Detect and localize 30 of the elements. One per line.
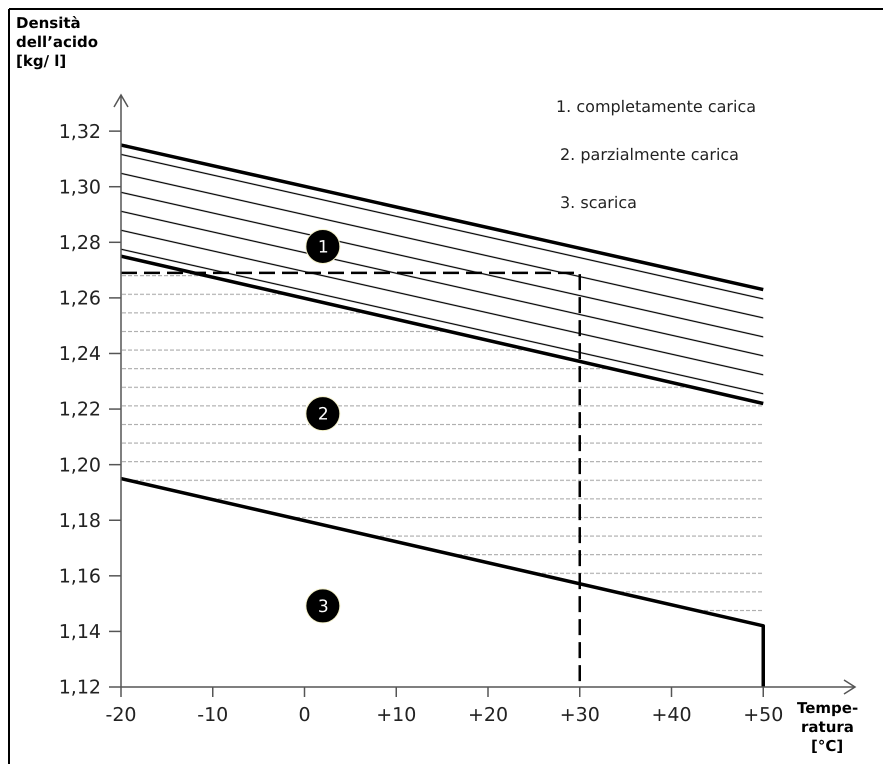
annotation: 2. parzialmente carica: [560, 145, 739, 164]
x-tick-label: -20: [105, 704, 137, 726]
x-tick-label: +50: [743, 704, 784, 726]
annotation: 3. scarica: [560, 193, 637, 212]
x-tick-label: +30: [560, 704, 600, 726]
y-axis-title: Densità dell’acido [kg/ l]: [16, 14, 98, 70]
y-tick-label: 1,14: [58, 621, 101, 644]
y-tick-label: 1,28: [58, 232, 101, 254]
annotation: 3: [318, 596, 329, 617]
annotation: 2: [318, 404, 329, 425]
annotation: 1. completamente carica: [556, 97, 756, 116]
y-tick-label: 1,32: [58, 120, 101, 143]
x-tick-label: +10: [376, 704, 416, 726]
numbered-badge: 1: [305, 228, 340, 264]
y-tick-label: 1,12: [58, 676, 101, 699]
x-axis-title: Tempe-ratura [°C]: [797, 699, 858, 755]
y-tick-label: 1,24: [58, 343, 101, 366]
numbered-badge: 2: [305, 396, 340, 432]
x-tick-label: -10: [197, 704, 228, 726]
y-tick-label: 1,20: [58, 454, 101, 476]
y-tick-label: 1,26: [58, 288, 101, 310]
annotation: 1: [318, 237, 329, 258]
y-tick-label: 1,30: [58, 176, 101, 198]
y-tick-label: 1,18: [58, 510, 101, 532]
x-tick-label: 0: [298, 704, 311, 726]
y-tick-label: 1,16: [58, 565, 101, 588]
y-tick-label: 1,22: [58, 398, 101, 421]
x-tick-label: +40: [651, 704, 692, 726]
numbered-badge: 3: [305, 588, 340, 624]
x-tick-label: +20: [468, 704, 508, 726]
